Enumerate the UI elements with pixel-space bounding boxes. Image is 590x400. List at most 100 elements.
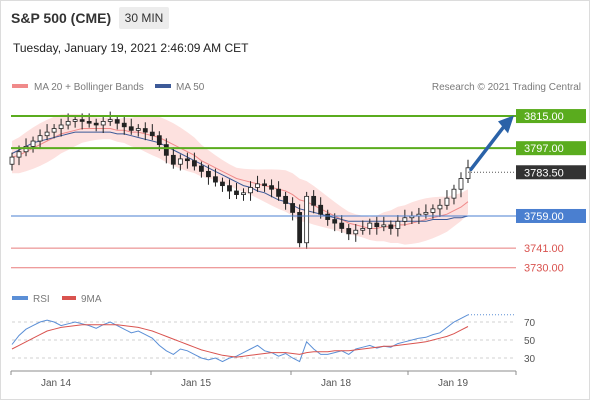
candle (100, 115, 106, 134)
timestamp: Tuesday, January 19, 2021 2:46:09 AM CET (13, 41, 249, 55)
candle-body (100, 121, 106, 126)
candle-body (156, 135, 162, 146)
candle-body (465, 167, 471, 179)
forecast-arrow-head (498, 115, 514, 134)
candle-body (388, 224, 394, 229)
candle-body (360, 228, 366, 231)
candle (402, 209, 408, 226)
candle-body (206, 170, 211, 178)
candle (283, 191, 289, 210)
candle (262, 179, 267, 192)
candle (72, 115, 78, 128)
level-label: 3741.00 (524, 243, 564, 255)
candle-body (311, 195, 317, 206)
candle (269, 179, 274, 198)
candle-body (374, 222, 380, 228)
level-tag (516, 141, 586, 156)
candle (44, 124, 50, 141)
candle (114, 115, 120, 130)
candle (135, 124, 141, 137)
candle (248, 181, 253, 201)
candle (220, 177, 225, 192)
candle (142, 122, 148, 141)
candle-body (437, 204, 443, 210)
ma9-line (11, 324, 469, 358)
candle-body (93, 122, 99, 126)
ma9-legend-label: 9MA (81, 294, 102, 305)
candle (451, 184, 457, 205)
candle (339, 215, 345, 233)
candle-body (262, 183, 267, 187)
x-tick-label: Jan 14 (41, 378, 71, 389)
candle-body (86, 121, 92, 124)
candle-body (51, 128, 57, 133)
copyright-label: Research © 2021 Trading Central (432, 82, 581, 93)
candle-body (121, 122, 127, 128)
candle-body (142, 128, 148, 133)
candle (276, 181, 281, 201)
candle-body (227, 185, 232, 192)
candle (241, 188, 246, 201)
candle-body (395, 220, 401, 229)
candle-body (170, 154, 176, 165)
candle (227, 179, 232, 200)
candle (311, 190, 317, 214)
candle (206, 165, 211, 185)
candle (107, 111, 113, 126)
candle-body (381, 224, 387, 228)
candle (37, 129, 43, 150)
candle-body (241, 192, 246, 195)
candle-body (37, 135, 43, 142)
candle (9, 152, 15, 171)
x-tick-label: Jan 15 (181, 378, 211, 389)
candle-body (191, 160, 197, 167)
candle (444, 190, 450, 210)
candle-body (430, 208, 436, 213)
candle (213, 168, 218, 187)
candle (234, 182, 239, 200)
candle-body (184, 158, 190, 162)
candle-body (367, 222, 373, 229)
candle-body (346, 228, 352, 235)
candle-body (339, 222, 345, 229)
candle (325, 209, 331, 226)
candle-body (318, 204, 324, 215)
candle (297, 204, 303, 248)
candle-body (149, 131, 155, 137)
candle-body (353, 229, 359, 235)
candle-body (423, 212, 429, 215)
candle (30, 136, 36, 153)
candle-body (16, 151, 22, 158)
rsi-tick-label: 50 (524, 336, 536, 347)
candle (458, 172, 464, 198)
candle (360, 220, 366, 235)
candle-body (213, 176, 218, 183)
candle-body (402, 217, 408, 222)
candle-body (135, 128, 141, 131)
candle (388, 220, 394, 235)
candle-body (220, 181, 225, 187)
candle-body (114, 119, 120, 124)
candle-body (30, 140, 36, 147)
candle (93, 118, 99, 132)
candle-body (234, 190, 239, 195)
rsi-tick-label: 30 (524, 354, 536, 365)
ma50-legend-swatch (155, 84, 171, 88)
candle (346, 224, 352, 241)
level-tag (516, 165, 586, 180)
level-tag (516, 109, 586, 124)
candle-body (458, 178, 464, 190)
candle (177, 154, 183, 171)
timeframe-badge[interactable]: 30 MIN (119, 7, 169, 29)
candle-body (199, 165, 204, 172)
level-label: 3815.00 (524, 111, 564, 123)
candle-body (451, 188, 457, 199)
candle (58, 118, 64, 137)
candle-body (9, 156, 15, 165)
candle-body (177, 158, 183, 165)
candle-body (58, 124, 64, 129)
candle-body (325, 213, 331, 220)
candle-body (65, 121, 71, 126)
candle (318, 197, 324, 219)
